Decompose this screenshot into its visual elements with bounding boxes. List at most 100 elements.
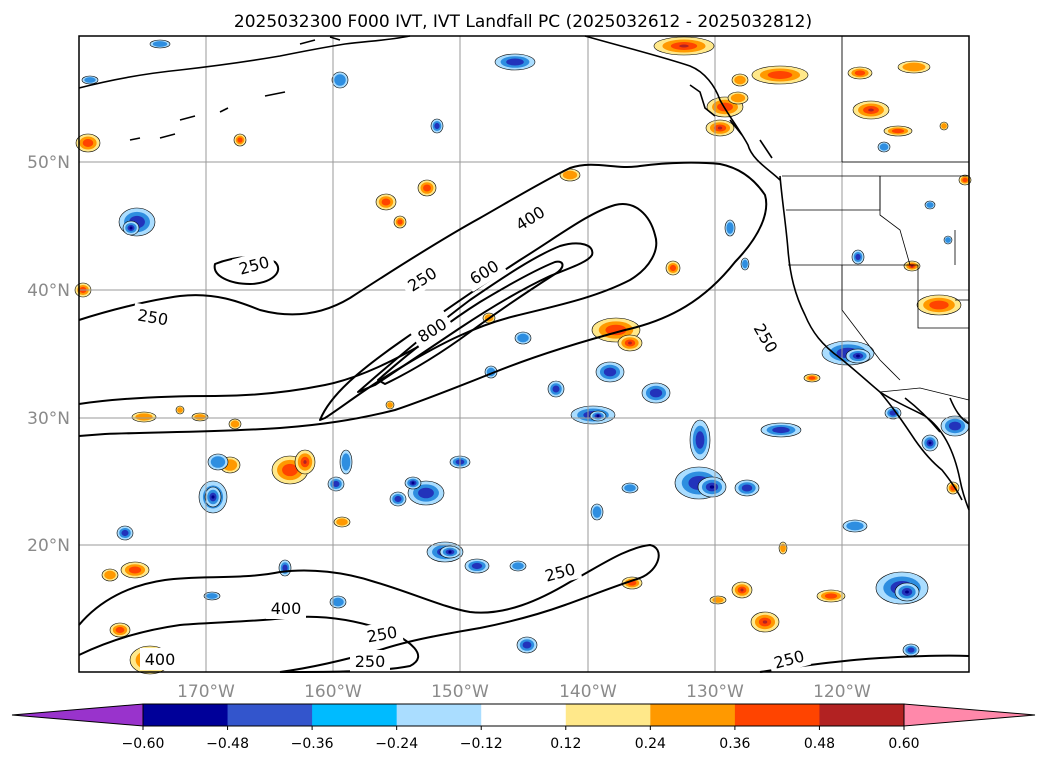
negative-pc-blob: [589, 410, 607, 422]
positive-pc-blob: [958, 174, 972, 186]
latitude-labels: 50°N 40°N 30°N 20°N: [27, 153, 70, 556]
ivt-contour-800: [377, 260, 564, 385]
ivt-contour-250-south: [78, 544, 660, 673]
baja-california: [879, 391, 963, 501]
positive-pc-blob: [731, 73, 749, 87]
negative-pc-blob: [329, 595, 347, 609]
negative-pc-blob: [203, 591, 221, 601]
negative-pc-blob: [842, 519, 868, 533]
colorbar-segment: [481, 704, 567, 726]
idaho-border: [879, 176, 911, 266]
negative-pc-blob: [697, 476, 727, 498]
negative-pc-blob: [641, 382, 671, 404]
lat-label-40n: 40°N: [27, 281, 70, 301]
colorbar-tick-label: −0.12: [460, 736, 503, 752]
lon-label-130w: 130°W: [686, 682, 744, 702]
west-coast-us: [779, 175, 970, 511]
ivt-contour-250-main: [78, 161, 768, 437]
colorbar-extend-low: [11, 703, 144, 727]
gulf-of-california: [904, 397, 970, 433]
positive-pc-blob: [131, 411, 157, 423]
positive-pc-blob: [709, 595, 727, 605]
positive-pc-blob: [294, 449, 316, 475]
negative-pc-blob: [122, 220, 140, 236]
negative-pc-blob: [81, 75, 99, 85]
negative-pc-blob: [207, 453, 229, 471]
negative-pc-blob: [116, 525, 134, 541]
negative-pc-blob: [724, 219, 736, 237]
political-borders: [782, 36, 970, 401]
lon-label-140w: 140°W: [559, 682, 617, 702]
negative-pc-blob: [877, 141, 891, 153]
contour-label-250-south-west: 400: [271, 599, 302, 618]
positive-pc-blob: [705, 119, 735, 137]
ivt-contours: [78, 161, 970, 673]
colorbar-segment: [565, 704, 651, 726]
aleutian-islands: [129, 36, 341, 141]
negative-pc-blob: [851, 249, 865, 265]
negative-pc-blob: [734, 479, 760, 497]
negative-pc-blob: [943, 235, 953, 245]
positive-pc-blob: [847, 66, 873, 80]
positive-pc-blob: [946, 481, 960, 495]
negative-pc-blob: [514, 331, 532, 345]
lon-label-170w: 170°W: [177, 682, 235, 702]
positive-pc-blob: [778, 541, 788, 555]
negative-pc-blob: [689, 419, 711, 461]
lon-label-120w: 120°W: [813, 682, 871, 702]
negative-pc-blob: [327, 476, 345, 492]
negative-pc-blob: [464, 558, 490, 574]
colorbar: −0.60 −0.48 −0.36 −0.24 −0.12 0.12 0.24 0.36 0.4…: [11, 703, 1036, 752]
map-frame: [78, 35, 970, 673]
positive-pc-blob: [803, 373, 821, 383]
map-title: 2025032300 F000 IVT, IVT Landfall PC (20…: [234, 12, 812, 32]
negative-pc-blob: [894, 582, 920, 602]
negative-pc-blob: [590, 503, 604, 521]
lon-label-160w: 160°W: [304, 682, 362, 702]
canada-border-north: [841, 36, 969, 163]
positive-pc-blob: [903, 260, 921, 272]
colorbar-segment: [312, 704, 398, 726]
colorbar-segment: [227, 704, 313, 726]
colorbar-frame: [142, 703, 905, 727]
positive-pc-blob: [883, 125, 913, 137]
colorbar-tick-label: 0.24: [635, 736, 666, 752]
state-east-line: [954, 230, 969, 301]
ivt-contour-250-lower: [78, 339, 431, 405]
positive-pc-blob: [109, 622, 131, 638]
negative-pc-blob: [940, 415, 970, 437]
colorbar-extend-high: [903, 703, 1036, 727]
negative-pc-blob: [404, 476, 422, 490]
positive-pc-blob: [916, 294, 962, 316]
positive-pc-blob: [727, 91, 749, 105]
negative-pc-blob: [494, 53, 536, 71]
negative-pc-blob: [389, 491, 407, 507]
lat-label-30n: 30°N: [27, 409, 70, 429]
colorbar-tick-label: −0.24: [375, 736, 418, 752]
positive-pc-blob: [750, 611, 780, 633]
southeast-alaska-coast: [584, 35, 781, 181]
positive-pc-blob: [385, 400, 395, 410]
positive-pc-blob: [333, 516, 351, 528]
bc-islands: [689, 84, 773, 159]
ivt-contour-400-south: [78, 615, 419, 673]
coastlines: [78, 35, 970, 511]
negative-pc-blob: [331, 71, 349, 89]
positive-pc-blob: [175, 405, 185, 415]
colorbar-segment: [734, 704, 820, 726]
positive-pc-blob: [75, 133, 101, 153]
positive-pc-blob: [852, 100, 890, 120]
colorbar-tick-label: −0.60: [122, 736, 165, 752]
colorbar-tick-label: 0.60: [888, 736, 919, 752]
contour-label-400-southwest: 400: [145, 650, 176, 669]
positive-pc-blob: [653, 36, 715, 56]
colorbar-tick-label: 0.36: [719, 736, 750, 752]
positive-pc-blob: [816, 589, 846, 603]
positive-pc-blob: [939, 121, 949, 131]
negative-pc-blob: [439, 545, 461, 559]
negative-pc-blob: [760, 422, 802, 438]
lon-label-150w: 150°W: [431, 682, 489, 702]
colorbar-segment: [650, 704, 736, 726]
colorbar-tick-label: −0.48: [206, 736, 249, 752]
